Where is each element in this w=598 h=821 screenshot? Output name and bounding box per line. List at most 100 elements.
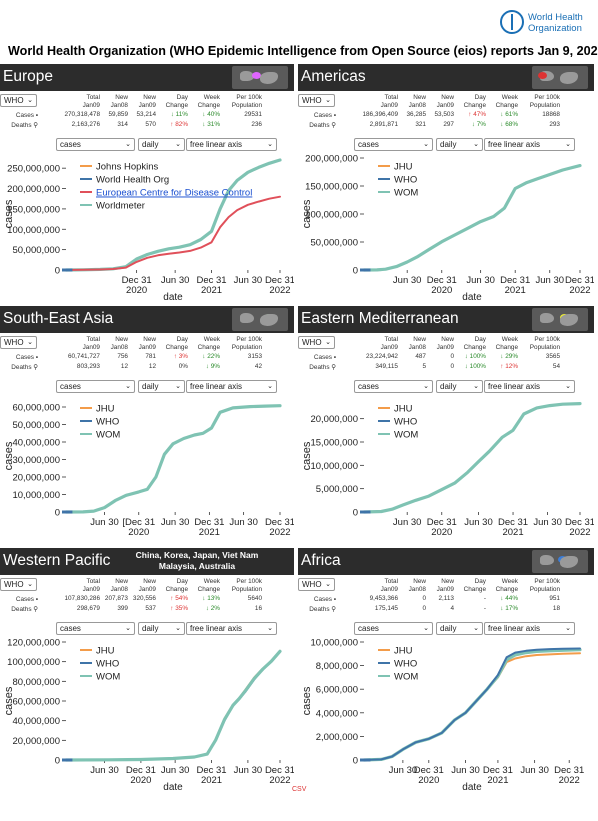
legend-label-who: WHO xyxy=(394,659,417,670)
x-tick-label: Dec 31 xyxy=(427,517,457,528)
select-daily[interactable]: daily ⌄ xyxy=(138,380,185,393)
stats-header: New Jan09 xyxy=(138,336,156,351)
chevron-down-icon: ⌄ xyxy=(27,97,33,104)
stats-deaths-value: 0% xyxy=(178,363,188,370)
source-select[interactable]: WHO ⌄ xyxy=(298,578,335,591)
stats-row-label-deaths: Deaths ⚲ xyxy=(11,364,38,371)
stats-cases-value: ↓ 11% xyxy=(170,111,188,118)
stats-deaths-value: 12 xyxy=(120,363,128,370)
select-daily[interactable]: daily ⌄ xyxy=(138,138,185,151)
chevron-down-icon: ⌄ xyxy=(565,141,571,148)
region-title: Americas xyxy=(301,68,366,85)
chevron-down-icon: ⌄ xyxy=(423,383,429,390)
stats-cases-value: 29531 xyxy=(244,111,262,118)
x-tick-label: 2021 xyxy=(199,527,220,538)
select-cases[interactable]: cases ⌄ xyxy=(354,380,433,393)
y-tick-label: 2,000,000 xyxy=(316,732,358,743)
series-line-wom xyxy=(362,402,582,514)
stats-header: New Jan09 xyxy=(138,94,156,109)
stats-cases-value: 0 xyxy=(422,595,426,602)
select-daily[interactable]: daily ⌄ xyxy=(436,622,483,635)
stats-deaths-value: ↑ 35% xyxy=(170,605,188,612)
select-free-linear-axis[interactable]: free linear axis ⌄ xyxy=(186,138,277,151)
select-daily[interactable]: daily ⌄ xyxy=(138,622,185,635)
x-tick-label: 2021 xyxy=(502,527,523,538)
y-tick-label: 10,000,000 xyxy=(310,638,358,649)
x-tick-label: 2022 xyxy=(569,285,590,296)
select-cases[interactable]: cases ⌄ xyxy=(56,622,135,635)
select-cases[interactable]: cases ⌄ xyxy=(354,622,433,635)
legend-label-who: WHO xyxy=(394,175,417,186)
select-cases[interactable]: cases ⌄ xyxy=(56,138,135,151)
stats-cases-value: 3153 xyxy=(247,353,262,360)
chevron-down-icon: ⌄ xyxy=(473,625,479,632)
select-cases[interactable]: cases ⌄ xyxy=(56,380,135,393)
chevron-down-icon: ⌄ xyxy=(325,339,331,346)
stats-table: Total Jan09 New Jan08 New Jan09 Day Change Week C… xyxy=(0,576,294,620)
select-free-linear-axis[interactable]: free linear axis ⌄ xyxy=(484,622,575,635)
select-daily[interactable]: daily ⌄ xyxy=(436,380,483,393)
stats-table: Total Jan09 New Jan08 New Jan09 Day Change Week C… xyxy=(0,334,294,378)
x-tick-label: Jun 30 xyxy=(161,765,190,776)
stats-header: New Jan09 xyxy=(436,578,454,593)
select-cases[interactable]: cases ⌄ xyxy=(354,138,433,151)
chart-africa: cases date 0 2,000,000 4,000,000 6,000,000 8,0… xyxy=(301,638,584,793)
source-select[interactable]: WHO ⌄ xyxy=(298,336,335,349)
stats-deaths-value: 0 xyxy=(422,605,426,612)
region-header: Americas xyxy=(298,64,594,91)
stats-deaths-value: 321 xyxy=(415,121,426,128)
y-tick-label: 20,000,000 xyxy=(310,414,358,425)
stats-deaths-value: 16 xyxy=(254,605,262,612)
stats-header: Week Change xyxy=(197,94,220,109)
stats-deaths-value: - xyxy=(483,605,486,612)
stats-cases-value: 59,859 xyxy=(108,111,128,118)
source-select[interactable]: WHO ⌄ xyxy=(0,94,37,107)
stats-deaths-value: 42 xyxy=(254,363,262,370)
stats-deaths-value: 236 xyxy=(251,121,262,128)
select-free-linear-axis[interactable]: free linear axis ⌄ xyxy=(186,622,277,635)
source-select[interactable]: WHO ⌄ xyxy=(0,578,37,591)
legend-label-ecdc: European Centre for Disease Control xyxy=(96,188,252,199)
legend-label-jhu: JHU xyxy=(96,646,115,657)
legend-label-who: WHO xyxy=(394,417,417,428)
y-tick-label: 50,000,000 xyxy=(310,238,358,249)
region-title: South-East Asia xyxy=(3,310,114,327)
logo-line2: Organization xyxy=(528,23,582,34)
stats-deaths-value: 4 xyxy=(450,605,454,612)
legend-label-wom: WOM xyxy=(394,188,418,199)
stats-deaths-value: 293 xyxy=(549,121,560,128)
y-tick-label: 5,000,000 xyxy=(316,484,358,495)
stats-cases-value: 53,214 xyxy=(136,111,156,118)
source-select[interactable]: WHO ⌄ xyxy=(298,94,335,107)
x-tick-label: Dec 31 xyxy=(265,517,294,528)
chevron-down-icon: ⌄ xyxy=(267,141,273,148)
select-daily[interactable]: daily ⌄ xyxy=(436,138,483,151)
stats-deaths-value: 537 xyxy=(145,605,156,612)
x-tick-label: 2020 xyxy=(431,527,452,538)
select-free-linear-axis[interactable]: free linear axis ⌄ xyxy=(484,138,575,151)
x-tick-label: 2021 xyxy=(505,285,526,296)
select-free-linear-axis[interactable]: free linear axis ⌄ xyxy=(484,380,575,393)
y-tick-label: 8,000,000 xyxy=(316,661,358,672)
select-free-linear-axis[interactable]: free linear axis ⌄ xyxy=(186,380,277,393)
chevron-down-icon: ⌄ xyxy=(325,581,331,588)
x-tick-label: Jun 30 xyxy=(520,765,549,776)
csv-link[interactable]: CSV xyxy=(292,786,307,793)
stats-header: New Jan08 xyxy=(408,578,426,593)
x-tick-label: Dec 31 xyxy=(483,765,513,776)
chevron-down-icon: ⌄ xyxy=(423,141,429,148)
stats-table: Total Jan09 New Jan08 New Jan09 Day Change Week C… xyxy=(298,576,594,620)
y-tick-label: 200,000,000 xyxy=(305,154,358,165)
stats-cases-value: 781 xyxy=(145,353,156,360)
y-tick-label: 100,000,000 xyxy=(7,225,60,236)
x-tick-label: Jun 30 xyxy=(464,517,493,528)
stats-deaths-value: 803,293 xyxy=(76,363,100,370)
x-tick-label: 2022 xyxy=(269,775,290,786)
x-tick-label: 2021 xyxy=(487,775,508,786)
x-tick-label: 2022 xyxy=(569,527,590,538)
panel-western-pacific: Western Pacific China, Korea, Japan, Viet… xyxy=(0,548,294,792)
source-select[interactable]: WHO ⌄ xyxy=(0,336,37,349)
chevron-down-icon: ⌄ xyxy=(267,383,273,390)
stats-row-label-cases: Cases ▪ xyxy=(15,112,38,119)
chart-south-east-asia: cases 0 10,000,000 20,000,000 30,000,000 40,0… xyxy=(3,403,294,539)
